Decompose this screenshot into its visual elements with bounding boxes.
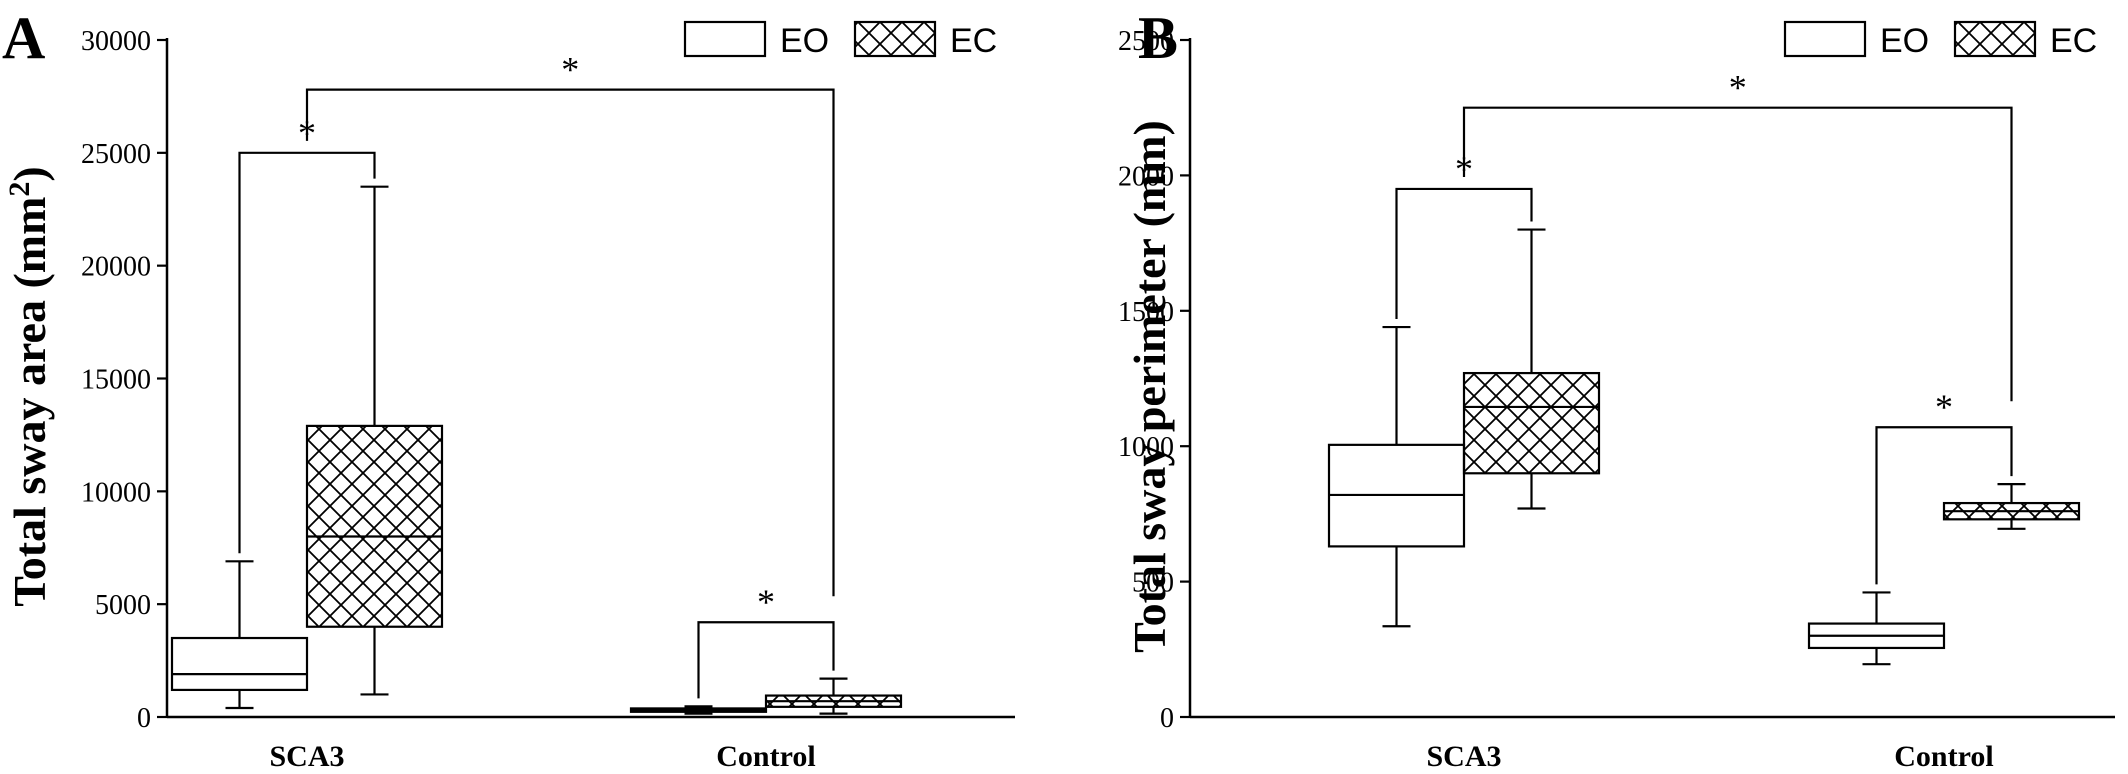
y-axis-title: Total sway perimeter (mm): [1124, 120, 1175, 653]
significance-star: *: [1729, 68, 1747, 108]
significance-bracket: [305, 88, 835, 597]
significance-star: *: [757, 582, 775, 622]
legend-swatch-ec: [1953, 20, 2037, 58]
significance-bracket: [1875, 426, 2013, 585]
x-category-label: SCA3: [269, 740, 344, 773]
legend-swatch-ec: [853, 20, 937, 58]
y-tick-label: 25000: [81, 139, 151, 170]
significance-bracket: [238, 151, 376, 554]
x-category-label: Control: [716, 740, 815, 773]
panel-b: B 0 500 1000 1500 2000 2500 Total sway perimete…: [1118, 5, 2115, 773]
y-tick-label: 500: [1132, 568, 1174, 599]
y-tick-label: 2500: [1118, 26, 1174, 57]
significance-bracket: [1395, 187, 1533, 320]
y-tick-label: 0: [1160, 703, 1174, 734]
legend-label-ec: EC: [2050, 22, 2097, 60]
significance-star: *: [1935, 387, 1953, 427]
y-tick-label: 10000: [81, 477, 151, 508]
panel-a: A 0 5000 10000 15000 20000 25000 30000 Total swa…: [2, 5, 1015, 773]
significance-bracket: [697, 621, 835, 699]
x-category-label: Control: [1894, 740, 1993, 773]
significance-bracket: [1462, 106, 2013, 402]
panel-letter: A: [2, 5, 45, 71]
y-tick-label: 30000: [81, 26, 151, 57]
y-tick-label: 20000: [81, 252, 151, 283]
y-tick-label: 1500: [1118, 297, 1174, 328]
y-tick-label: 0: [137, 703, 151, 734]
legend-swatch-eo: [1783, 20, 1867, 58]
legend-label-eo: EO: [1880, 22, 1929, 60]
y-tick-label: 1000: [1118, 432, 1174, 463]
legend-swatch-eo: [683, 20, 767, 58]
box-ec-sca3: [305, 424, 444, 628]
y-tick-label: 15000: [81, 365, 151, 396]
box-eo-sca3: [170, 636, 309, 692]
y-tick-label: 2000: [1118, 161, 1174, 192]
significance-star: *: [561, 50, 579, 90]
y-tick-label: 5000: [95, 590, 151, 621]
box-ec-sca3: [1462, 371, 1601, 475]
legend-label-eo: EO: [780, 22, 829, 60]
y-axis-title: Total sway area (mm2): [3, 166, 56, 606]
x-category-label: SCA3: [1426, 740, 1501, 773]
panel-letter: B: [1138, 5, 1178, 71]
legend-label-ec: EC: [950, 22, 997, 60]
